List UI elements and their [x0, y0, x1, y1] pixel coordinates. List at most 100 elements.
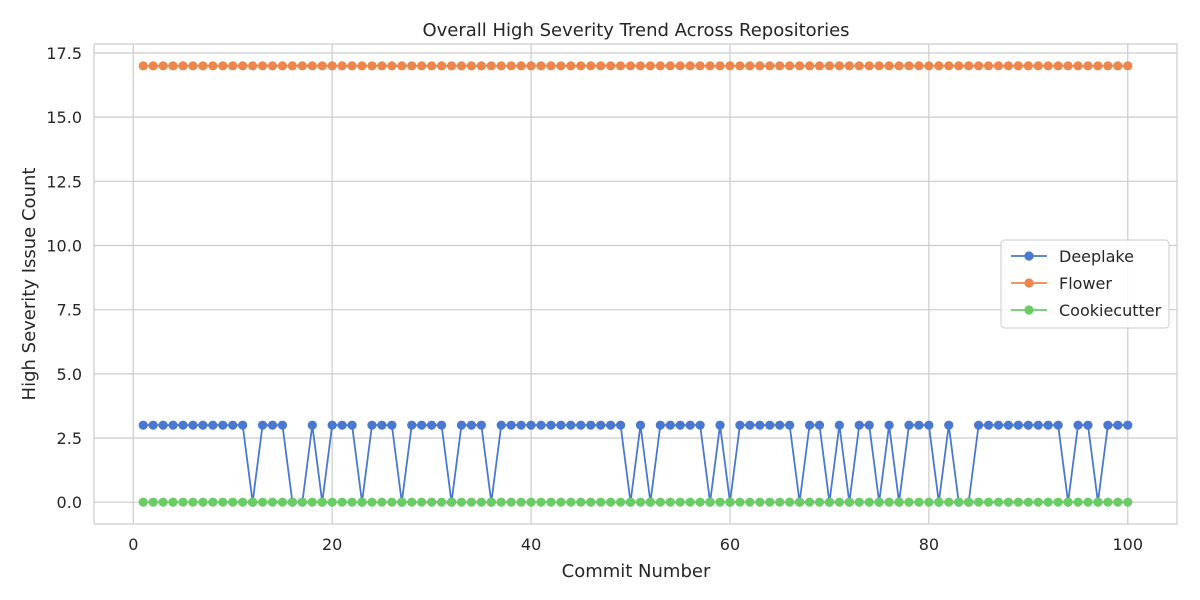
- cookiecutter-point: [993, 497, 1004, 507]
- legend-swatch-marker: [1024, 305, 1034, 315]
- cookiecutter-point: [257, 497, 268, 507]
- x-tick-label: 100: [1112, 535, 1143, 554]
- flower-point: [576, 61, 586, 71]
- deeplake-point: [1023, 420, 1033, 430]
- flower-point: [665, 61, 675, 71]
- flower-point: [685, 61, 695, 71]
- cookiecutter-point: [834, 497, 844, 507]
- cookiecutter-point: [546, 497, 556, 507]
- deeplake-point: [506, 420, 516, 430]
- deeplake-point: [983, 420, 994, 430]
- series-layer: [138, 61, 1133, 507]
- cookiecutter-point: [556, 497, 566, 507]
- cookiecutter-point: [287, 497, 297, 507]
- cookiecutter-point: [914, 497, 924, 507]
- cookiecutter-point: [1093, 497, 1103, 507]
- deeplake-point: [496, 420, 506, 430]
- flower-point: [924, 61, 934, 71]
- cookiecutter-point: [1013, 497, 1023, 507]
- flower-point: [964, 61, 974, 71]
- cookiecutter-point: [456, 497, 467, 507]
- flower-point: [337, 61, 347, 71]
- flower-point: [1073, 61, 1083, 71]
- cookiecutter-point: [337, 497, 347, 507]
- flower-point: [1033, 61, 1043, 71]
- flower-point: [834, 61, 844, 71]
- cookiecutter-point: [486, 497, 496, 507]
- flower-point: [864, 61, 874, 71]
- cookiecutter-point: [168, 497, 178, 507]
- deeplake-point: [257, 420, 268, 430]
- deeplake-point: [267, 420, 278, 430]
- y-tick-label: 5.0: [57, 365, 82, 384]
- flower-point: [536, 61, 546, 71]
- deeplake-point: [596, 420, 606, 430]
- deeplake-point: [526, 420, 536, 430]
- flower-point: [1083, 61, 1093, 71]
- cookiecutter-point: [1123, 497, 1133, 507]
- cookiecutter-point: [944, 497, 954, 507]
- cookiecutter-point: [506, 497, 516, 507]
- deeplake-point: [337, 420, 347, 430]
- chart-title: Overall High Severity Trend Across Repos…: [422, 20, 849, 41]
- flower-point: [586, 61, 596, 71]
- flower-point: [506, 61, 516, 71]
- cookiecutter-point: [1113, 497, 1123, 507]
- cookiecutter-point: [297, 497, 307, 507]
- cookiecutter-point: [446, 497, 457, 507]
- deeplake-point: [904, 420, 914, 430]
- flower-point: [248, 61, 258, 71]
- deeplake-point: [785, 420, 795, 430]
- plot-frame: [93, 43, 1178, 525]
- legend-item-flower: Flower: [1011, 274, 1112, 293]
- x-tick-labels: 0 20 40 60 80 100: [128, 535, 1143, 554]
- deeplake-point: [1113, 420, 1123, 430]
- flower-point: [1123, 61, 1133, 71]
- cookiecutter-point: [765, 497, 775, 507]
- flower-point: [596, 61, 606, 71]
- cookiecutter-point: [735, 497, 745, 507]
- deeplake-point: [327, 420, 337, 430]
- deeplake-point: [476, 420, 486, 430]
- deeplake-point: [1083, 420, 1093, 430]
- flower-point: [377, 61, 387, 71]
- legend-items: Deeplake Flower Cookiecutter: [1011, 247, 1162, 320]
- legend-item-cookiecutter: Cookiecutter: [1011, 301, 1162, 320]
- cookiecutter-point: [317, 497, 327, 507]
- deeplake-point: [198, 420, 208, 430]
- flower-point: [496, 61, 506, 71]
- deeplake-point: [1123, 420, 1133, 430]
- x-tick-label: 40: [521, 535, 541, 554]
- flower-point: [894, 61, 904, 71]
- flower-point: [983, 61, 994, 71]
- flower-point: [954, 61, 964, 71]
- cookiecutter-point: [178, 497, 188, 507]
- flower-point: [347, 61, 357, 71]
- deeplake-point: [685, 420, 695, 430]
- deeplake-point: [1073, 420, 1083, 430]
- flower-point: [228, 61, 238, 71]
- flower-point: [317, 61, 327, 71]
- legend-frame: [1000, 239, 1170, 329]
- cookiecutter-point: [397, 497, 407, 507]
- deeplake-point: [277, 420, 288, 430]
- x-tick-label: 20: [322, 535, 342, 554]
- deeplake-point: [993, 420, 1004, 430]
- cookiecutter-point: [725, 497, 735, 507]
- cookiecutter-point: [785, 497, 795, 507]
- flower-point: [397, 61, 407, 71]
- cookiecutter-point: [894, 497, 904, 507]
- deeplake-point: [168, 420, 178, 430]
- x-tick-label: 60: [720, 535, 740, 554]
- deeplake-point: [387, 420, 397, 430]
- deeplake-point: [765, 420, 775, 430]
- deeplake-point: [586, 420, 596, 430]
- cookiecutter-point: [804, 497, 815, 507]
- flower-point: [625, 61, 636, 71]
- cookiecutter-point: [964, 497, 974, 507]
- deeplake-point: [456, 420, 467, 430]
- deeplake-point: [208, 420, 218, 430]
- cookiecutter-point: [218, 497, 228, 507]
- flower-point: [765, 61, 775, 71]
- flower-point: [546, 61, 556, 71]
